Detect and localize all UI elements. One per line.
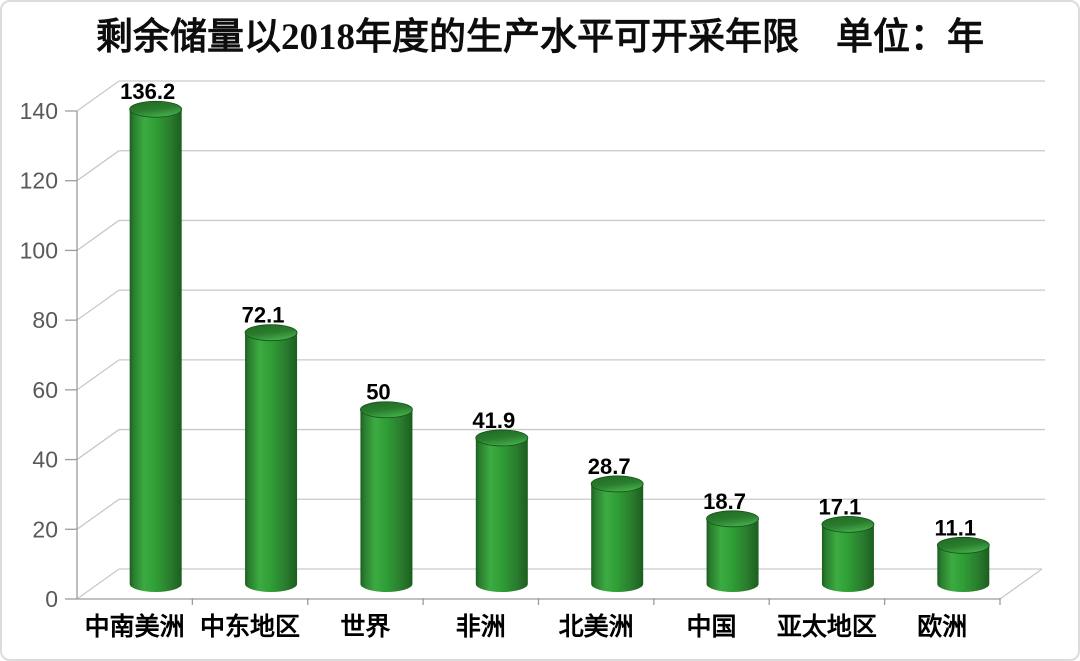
- cylinder-body: [591, 483, 644, 592]
- bar-value-label: 11.1: [935, 515, 977, 540]
- category-label: 欧洲: [917, 612, 967, 641]
- cylinder-top: [244, 324, 298, 342]
- cylinder-body: [245, 332, 298, 592]
- y-tick-label: 120: [20, 168, 58, 194]
- cylinder-bar: [936, 536, 990, 592]
- y-gridline-depth: [76, 289, 120, 321]
- y-tick-label: 100: [20, 237, 58, 263]
- y-tick-label: 80: [32, 307, 58, 333]
- category-label: 中南美洲: [85, 612, 185, 641]
- cylinder-body: [706, 518, 759, 592]
- category-label: 世界: [340, 613, 390, 641]
- y-tick-label: 60: [32, 377, 58, 403]
- cylinder-top: [821, 515, 875, 533]
- category-label: 非洲: [456, 613, 506, 641]
- y-tick-label: 140: [20, 98, 58, 124]
- bar-value-label: 17.1: [819, 494, 862, 519]
- cylinder-top: [129, 100, 183, 118]
- cylinder-bar: [706, 510, 759, 592]
- floor-right-edge: [999, 568, 1043, 600]
- y-gridline-depth: [76, 80, 120, 112]
- bar-value-label: 136.2: [120, 79, 175, 104]
- bar-value-label: 41.9: [472, 408, 515, 433]
- cylinder-bar: [360, 401, 413, 592]
- cylinder-body: [129, 109, 182, 592]
- bar-value-label: 18.7: [703, 489, 746, 514]
- y-gridline-depth: [76, 150, 120, 182]
- y-gridline-depth: [76, 219, 120, 251]
- grid-layer: [65, 80, 1045, 600]
- bar-value-label: 72.1: [242, 303, 285, 328]
- cylinder-top: [590, 475, 644, 493]
- bar-value-label: 28.7: [588, 454, 631, 479]
- cylinder-body: [360, 409, 413, 592]
- y-gridline-depth: [76, 429, 120, 461]
- bars-layer: [129, 100, 990, 592]
- chart-title: 剩余储量以2018年度的生产水平可开采年限 单位：年: [96, 15, 984, 58]
- cylinder-body: [821, 524, 874, 592]
- y-tick-label: 0: [45, 586, 58, 612]
- category-label: 中东地区: [200, 612, 300, 641]
- bar-value-label: 50: [366, 380, 390, 405]
- cylinder-bar: [475, 429, 529, 592]
- cylinder-body: [475, 437, 528, 592]
- axis-layer: [76, 111, 1001, 605]
- y-gridline-depth: [76, 498, 120, 530]
- y-gridline-depth: [76, 359, 120, 391]
- category-label: 中国: [687, 613, 737, 641]
- floor-left-edge: [76, 568, 120, 600]
- cylinder-top: [475, 429, 529, 447]
- y-tick-label: 20: [32, 516, 58, 542]
- cylinder-bar: [590, 475, 644, 592]
- cylinder-top: [360, 401, 413, 419]
- cylinder-bar: [129, 100, 183, 592]
- cylinder-bar: [244, 324, 298, 592]
- cylinder-top: [936, 536, 990, 554]
- category-label: 亚太地区: [777, 613, 877, 641]
- cylinder-bar: [821, 515, 875, 592]
- cylinder-top: [706, 510, 759, 528]
- label-layer: 0 20 40 60 80 100 120 140 136.2 中南美洲 72.1 中东地区 50 世界 4…: [20, 79, 976, 641]
- cylinder-body: [937, 545, 990, 592]
- y-tick-label: 40: [32, 447, 58, 473]
- category-label: 北美洲: [559, 612, 634, 641]
